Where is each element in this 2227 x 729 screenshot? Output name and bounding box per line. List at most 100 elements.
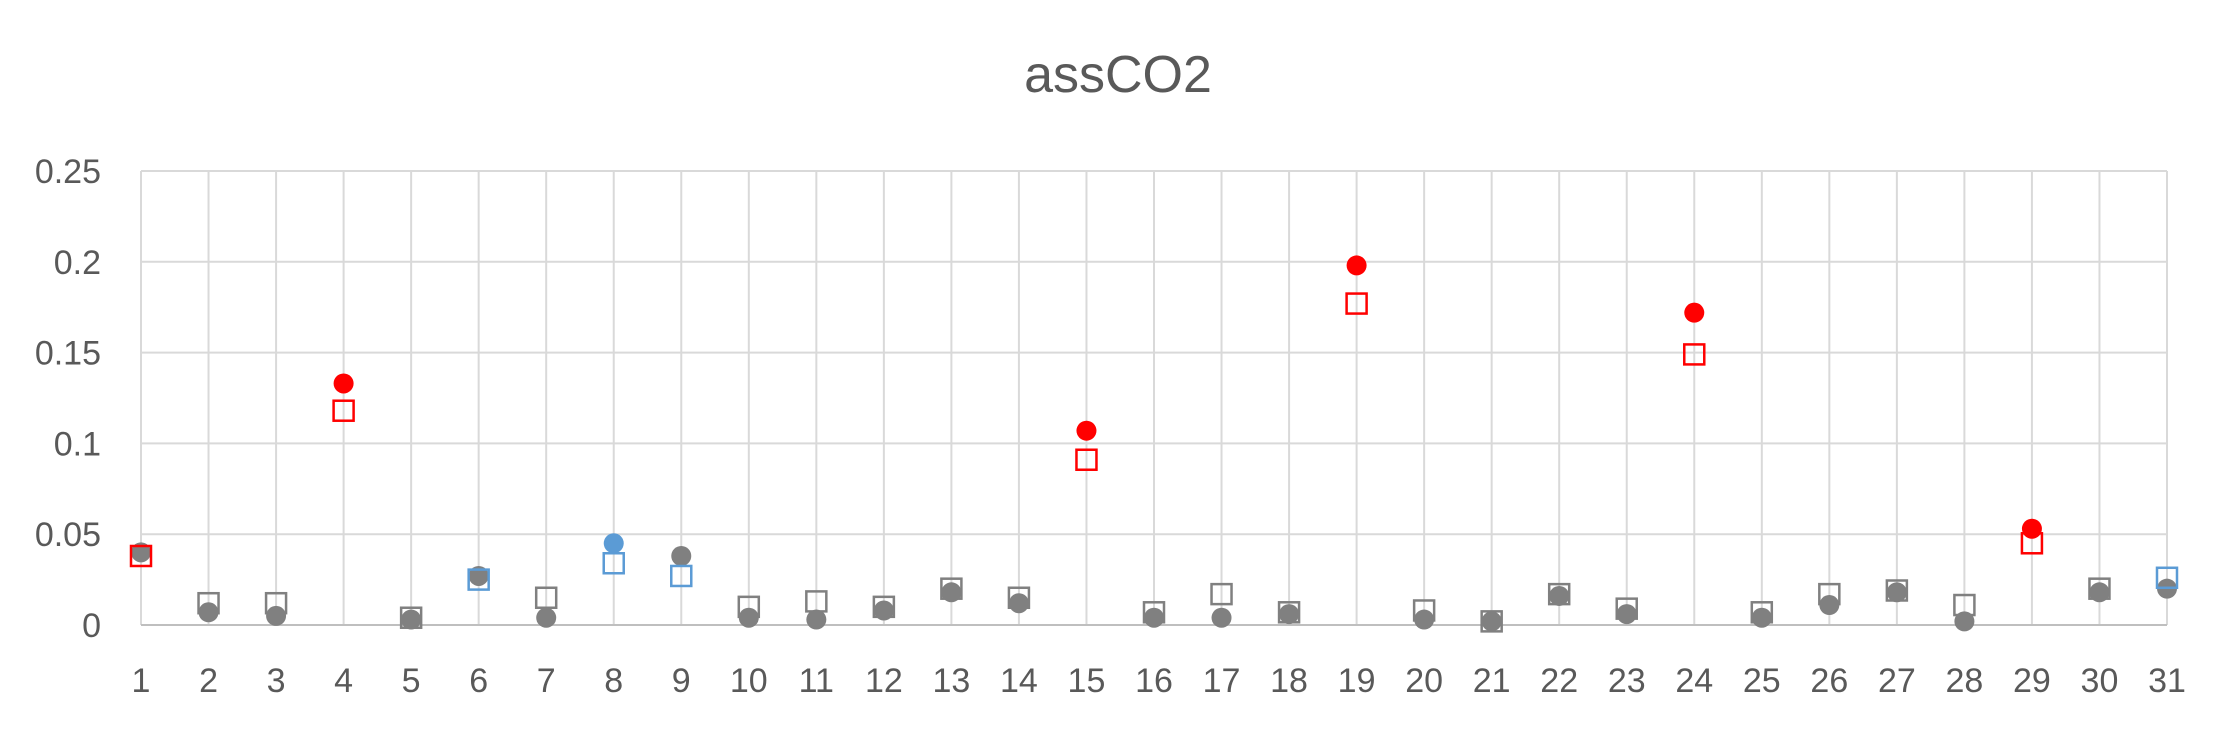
- data-point-square: [1750, 601, 1774, 624]
- x-tick-label: 24: [1675, 662, 1713, 700]
- data-point-circle: [1481, 611, 1502, 632]
- data-point-circle: [671, 545, 692, 566]
- y-tick-label: 0.05: [35, 516, 101, 554]
- data-point-circle: [536, 607, 557, 628]
- x-tick-label: 11: [799, 662, 834, 700]
- gridlines: [140, 170, 2168, 626]
- data-point-square: [264, 591, 288, 615]
- y-tick-label: 0.1: [54, 425, 101, 463]
- data-point-circle: [1549, 585, 1570, 606]
- data-point-circle: [806, 609, 827, 630]
- x-tick-label: 12: [865, 662, 903, 700]
- x-tick-label: 13: [932, 662, 970, 700]
- data-point-circle: [1279, 604, 1300, 625]
- data-point-square: [670, 564, 693, 588]
- x-tick-label: 14: [1000, 662, 1038, 700]
- data-point-square: [1885, 579, 1909, 602]
- data-point-circle: [2021, 518, 2042, 539]
- data-point-square: [1075, 448, 1098, 471]
- data-point-circle: [1886, 582, 1907, 603]
- data-point-circle: [1954, 611, 1975, 632]
- data-point-square: [1412, 599, 1436, 622]
- data-point-circle: [1211, 607, 1232, 628]
- x-tick-label: 23: [1608, 662, 1646, 700]
- data-point-square: [805, 590, 828, 613]
- data-point-square: [1683, 343, 1706, 366]
- x-tick-label: 3: [267, 662, 286, 700]
- data-point-square: [1953, 593, 1976, 617]
- x-tick-label: 1: [132, 662, 151, 700]
- x-tick-label: 28: [1945, 662, 1983, 700]
- data-point-circle: [131, 542, 151, 563]
- x-tick-label: 10: [730, 662, 768, 700]
- data-point-circle: [1616, 604, 1637, 625]
- data-point-square: [399, 606, 423, 629]
- data-point-square: [2020, 532, 2044, 555]
- data-point-circle: [1751, 607, 1772, 628]
- data-point-square: [1277, 601, 1301, 624]
- x-tick-label: 6: [469, 662, 488, 700]
- data-point-square: [602, 552, 625, 575]
- x-tick-label: 29: [2013, 662, 2051, 700]
- data-point-circle: [333, 373, 354, 394]
- x-tick-label: 9: [672, 662, 691, 700]
- data-point-circle: [873, 600, 894, 621]
- data-point-square: [197, 591, 220, 615]
- data-point-circle: [1346, 255, 1367, 276]
- x-tick-label: 30: [2081, 662, 2119, 700]
- x-tick-label: 2: [199, 662, 218, 700]
- y-tick-label: 0.15: [35, 335, 101, 373]
- x-tick-label: 17: [1203, 662, 1241, 700]
- x-tick-label: 26: [1810, 662, 1848, 700]
- data-point-circle: [468, 565, 489, 586]
- chart-title: assCO2: [1024, 46, 1212, 104]
- data-point-square: [1818, 582, 1841, 606]
- y-axis-ticks: 0 0.05 0.1 0.15 0.2 0.25: [35, 153, 101, 645]
- data-point-square: [1547, 582, 1571, 606]
- data-point-square: [2088, 577, 2111, 600]
- x-tick-label: 21: [1473, 662, 1511, 700]
- data-point-circle: [1008, 593, 1029, 614]
- data-point-square: [1210, 582, 1233, 606]
- data-point-square: [129, 544, 153, 568]
- x-tick-label: 4: [334, 662, 353, 700]
- y-tick-label: 0.25: [35, 153, 101, 191]
- x-tick-label: 16: [1135, 662, 1173, 700]
- data-point-square: [1142, 601, 1166, 624]
- data-point-square: [737, 595, 761, 619]
- y-tick-label: 0: [82, 607, 101, 645]
- x-tick-label: 25: [1743, 662, 1781, 700]
- data-point-circle: [603, 533, 624, 554]
- data-point-square: [1007, 586, 1031, 610]
- data-point-circle: [401, 609, 422, 630]
- data-point-square: [940, 577, 963, 600]
- data-point-circle: [266, 605, 287, 626]
- x-tick-label: 20: [1405, 662, 1443, 700]
- data-point-square: [332, 399, 355, 422]
- x-tick-label: 7: [537, 662, 556, 700]
- data-point-circle: [2089, 582, 2110, 603]
- x-tick-label: 22: [1540, 662, 1578, 700]
- data-point-circle: [1684, 302, 1705, 323]
- x-tick-label: 8: [604, 662, 623, 700]
- data-point-square: [1615, 597, 1638, 620]
- data-point-square: [872, 595, 896, 619]
- data-point-square: [467, 568, 490, 591]
- y-tick-label: 0.2: [54, 244, 101, 282]
- data-point-square: [2155, 566, 2179, 590]
- x-axis-ticks: 1 2 3 4 5 6 7 8 9 10 11 12 13 14 15 16 17 18 19 20 21 22 23 24 2…: [132, 662, 2186, 700]
- x-tick-label: 19: [1338, 662, 1376, 700]
- data-point-square: [534, 586, 558, 610]
- data-point-circle: [1076, 420, 1097, 441]
- x-tick-label: 31: [2148, 662, 2186, 700]
- x-tick-label: 27: [1878, 662, 1916, 700]
- data-points: [129, 255, 2179, 633]
- data-point-circle: [941, 582, 962, 603]
- x-tick-label: 5: [402, 662, 421, 700]
- x-tick-label: 15: [1068, 662, 1106, 700]
- data-point-square: [1345, 292, 1368, 315]
- data-point-square: [1480, 610, 1503, 633]
- data-point-circle: [1144, 607, 1164, 628]
